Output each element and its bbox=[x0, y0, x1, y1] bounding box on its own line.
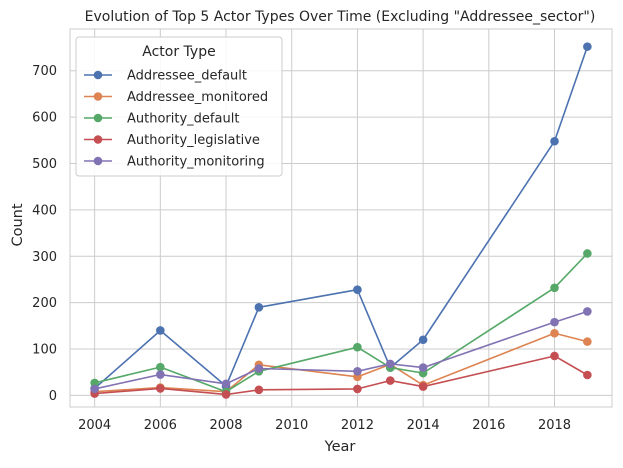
data-point bbox=[254, 385, 264, 395]
tick-labels: 2004 2006 2008 2010 2012 2014 2016 2018 0 100 200 3… bbox=[32, 64, 571, 433]
y-tick-label: 700 bbox=[32, 64, 57, 79]
data-point bbox=[550, 328, 559, 338]
legend-label: Authority_legislative bbox=[127, 133, 260, 148]
series-authority-default bbox=[90, 249, 592, 396]
grid bbox=[70, 29, 612, 407]
legend: Actor Type Addressee_default Addressee_mo… bbox=[75, 36, 283, 177]
data-point bbox=[353, 384, 362, 394]
data-point bbox=[583, 42, 592, 51]
data-point bbox=[418, 363, 428, 372]
y-tick-label: 100 bbox=[32, 343, 57, 358]
legend-item: Authority_default bbox=[84, 112, 239, 127]
data-point bbox=[583, 370, 592, 380]
legend-swatch-marker bbox=[93, 156, 103, 166]
x-tick-label: 2018 bbox=[538, 418, 571, 433]
legend-item: Authority_monitoring bbox=[84, 155, 265, 170]
data-point bbox=[254, 302, 264, 312]
y-axis-title: Count bbox=[10, 203, 26, 246]
data-point bbox=[583, 249, 592, 258]
x-tick-label: 2010 bbox=[275, 418, 308, 433]
x-tick-label: 2004 bbox=[78, 418, 111, 433]
legend-swatch-marker bbox=[93, 70, 103, 80]
data-point bbox=[385, 376, 395, 385]
series-line bbox=[94, 332, 588, 393]
y-tick-label: 500 bbox=[32, 157, 57, 172]
data-point bbox=[221, 390, 231, 399]
data-point bbox=[583, 307, 592, 316]
y-tick-label: 200 bbox=[32, 296, 57, 311]
x-axis-title: Year bbox=[324, 439, 356, 455]
data-point bbox=[385, 359, 395, 369]
data-point bbox=[550, 317, 559, 327]
legend-items: Addressee_default Addressee_monitored Auth… bbox=[84, 69, 268, 170]
series-layer bbox=[90, 42, 592, 399]
series-authority-legislative bbox=[90, 351, 592, 399]
data-point bbox=[156, 384, 165, 393]
legend-label: Addressee_default bbox=[127, 69, 247, 84]
legend-item: Addressee_monitored bbox=[84, 90, 268, 105]
chart-title: Evolution of Top 5 Actor Types Over Time… bbox=[85, 9, 596, 25]
y-tick-label: 400 bbox=[32, 203, 57, 218]
data-point bbox=[550, 351, 559, 361]
legend-title: Actor Type bbox=[142, 44, 215, 60]
data-point bbox=[353, 366, 362, 376]
data-point bbox=[353, 342, 362, 352]
x-tick-label: 2016 bbox=[472, 418, 505, 433]
legend-item: Authority_legislative bbox=[84, 133, 260, 148]
y-tick-label: 600 bbox=[32, 111, 57, 126]
data-point bbox=[353, 285, 362, 294]
legend-swatch-marker bbox=[93, 92, 103, 101]
data-point bbox=[156, 326, 165, 335]
data-point bbox=[156, 362, 165, 372]
legend-label: Authority_default bbox=[127, 112, 239, 127]
data-point bbox=[418, 335, 428, 345]
x-tick-label: 2006 bbox=[144, 418, 177, 433]
series-authority-monitoring bbox=[90, 307, 592, 394]
legend-label: Authority_monitoring bbox=[127, 155, 265, 170]
x-tick-label: 2012 bbox=[341, 418, 374, 433]
legend-label: Addressee_monitored bbox=[127, 90, 268, 105]
legend-box bbox=[75, 36, 283, 177]
x-tick-label: 2008 bbox=[209, 418, 242, 433]
data-point bbox=[254, 364, 264, 373]
data-point bbox=[583, 337, 592, 346]
data-point bbox=[90, 384, 99, 394]
legend-swatch-marker bbox=[93, 135, 103, 144]
data-point bbox=[418, 382, 428, 391]
data-point bbox=[550, 136, 559, 146]
y-tick-label: 0 bbox=[49, 389, 57, 404]
legend-item: Addressee_default bbox=[84, 69, 247, 84]
data-point bbox=[550, 283, 559, 293]
data-point bbox=[221, 379, 231, 389]
series-addressee-monitored bbox=[90, 328, 592, 396]
data-point bbox=[90, 378, 99, 388]
legend-swatch-marker bbox=[93, 113, 103, 123]
y-tick-label: 300 bbox=[32, 250, 57, 265]
data-point bbox=[156, 370, 165, 379]
plot-frame bbox=[69, 28, 613, 408]
x-tick-label: 2014 bbox=[407, 418, 440, 433]
